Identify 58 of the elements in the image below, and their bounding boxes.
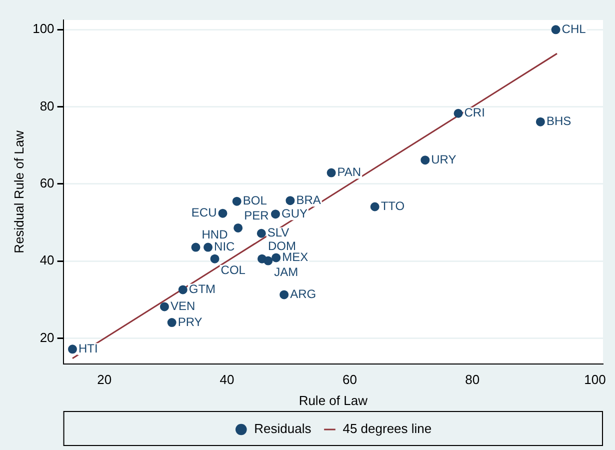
data-label: NIC: [214, 240, 236, 254]
point: [234, 223, 243, 232]
x-tick-label: 60: [342, 372, 357, 388]
data-label: BHS: [546, 114, 572, 128]
data-label: CRI: [464, 106, 485, 120]
y-tick-label: 80: [40, 98, 54, 114]
point: [536, 117, 545, 126]
point: [420, 156, 430, 165]
point: [191, 242, 200, 252]
data-label: SLV: [267, 226, 290, 240]
point: [370, 202, 380, 212]
x-axis-title: Rule of Law: [298, 392, 368, 408]
data-label: PER: [244, 208, 270, 222]
point: [68, 344, 77, 354]
x-tick-label: 80: [465, 372, 480, 388]
point: [204, 242, 213, 252]
data-label: ARG: [290, 287, 316, 302]
legend-label: Residuals: [254, 421, 312, 436]
data-label: CHL: [562, 22, 586, 36]
data-label: TTO: [380, 199, 405, 214]
y-tick-label: 40: [40, 252, 54, 268]
x-tick-label: 40: [220, 372, 234, 388]
data-label: PAN: [337, 165, 362, 180]
point: [286, 196, 295, 206]
data-label: BOL: [242, 194, 268, 208]
y-axis-title: Residual Rule of Law: [11, 130, 26, 254]
data-label: BRA: [296, 192, 321, 207]
data-label: URY: [431, 152, 456, 166]
point: [326, 168, 336, 178]
point: [264, 256, 273, 266]
y-tick-label: 60: [40, 176, 54, 191]
data-label: MEX: [282, 250, 308, 264]
point: [272, 253, 281, 262]
x-tick-label: 100: [584, 372, 606, 388]
point: [454, 108, 463, 118]
point: [160, 302, 169, 312]
y-tick-label: 100: [32, 21, 54, 36]
y-tick-label: 20: [40, 330, 54, 345]
point: [167, 318, 176, 328]
point: [551, 25, 560, 34]
data-label: PRY: [178, 314, 202, 329]
data-label: ECU: [191, 206, 217, 220]
data-label: GTM: [188, 282, 216, 296]
point: [232, 196, 242, 206]
point: [280, 290, 289, 300]
point: [270, 210, 280, 219]
point: [218, 208, 228, 218]
point: [178, 285, 188, 294]
data-label: GUY: [281, 206, 308, 220]
data-label: HND: [202, 228, 228, 242]
data-label: HTI: [78, 341, 98, 356]
data-label: COL: [220, 263, 246, 278]
legend-label: 45 degrees line: [342, 421, 432, 436]
point: [256, 228, 266, 238]
x-tick-label: 20: [97, 372, 112, 388]
data-label: JAM: [274, 265, 298, 280]
point: [210, 254, 220, 264]
data-label: VEN: [170, 299, 196, 314]
